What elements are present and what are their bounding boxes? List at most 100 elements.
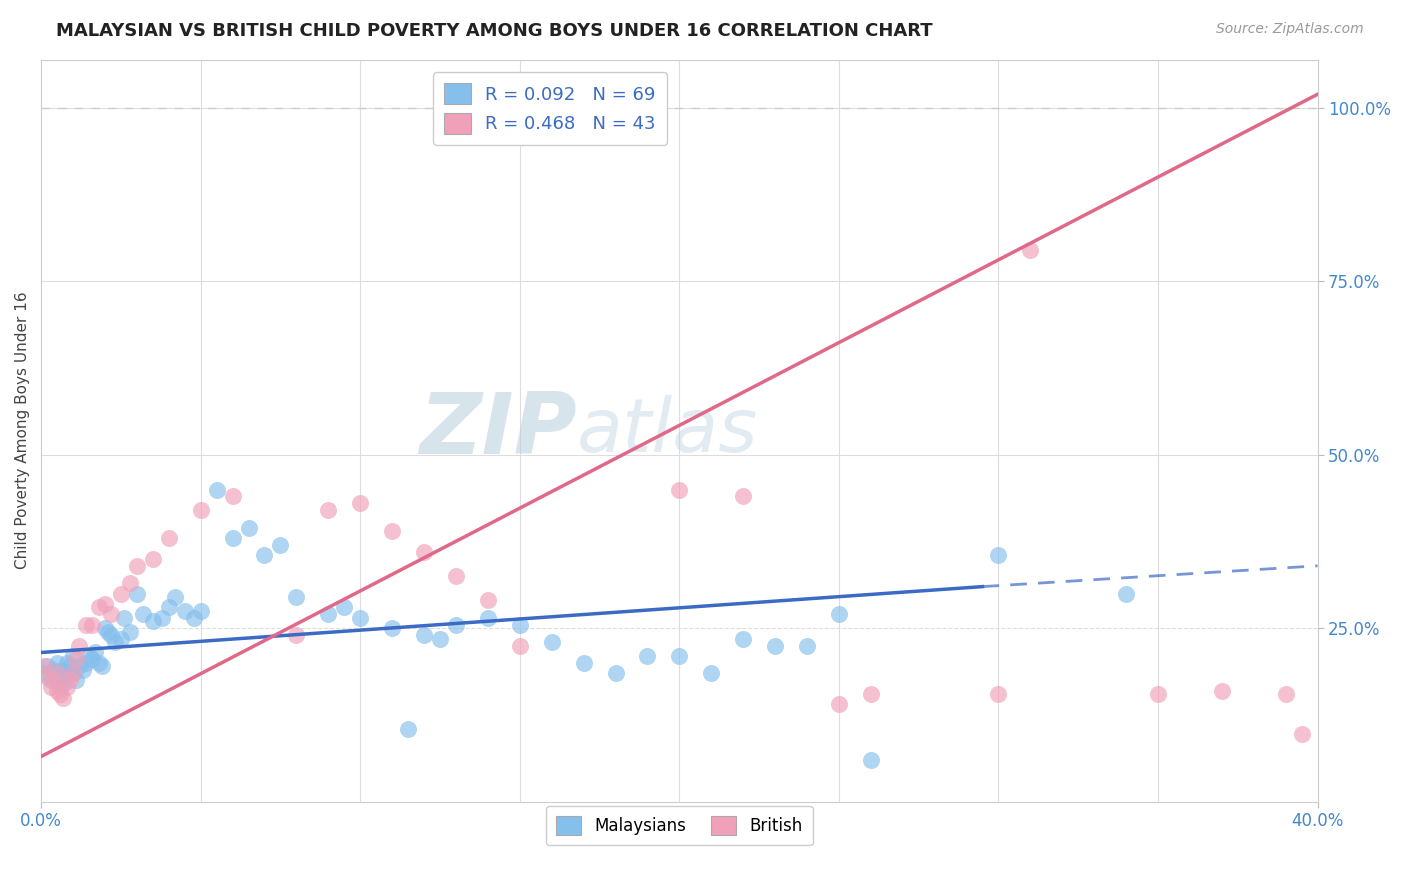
Point xyxy=(859,753,882,767)
Point xyxy=(67,639,90,653)
Point xyxy=(413,628,436,642)
Point xyxy=(269,538,291,552)
Point xyxy=(987,549,1010,563)
Point xyxy=(444,617,467,632)
Point xyxy=(94,597,117,611)
Point xyxy=(205,483,228,497)
Point xyxy=(477,593,499,607)
Point xyxy=(42,673,65,688)
Point xyxy=(132,607,155,622)
Point xyxy=(285,590,308,604)
Point xyxy=(221,531,243,545)
Point xyxy=(75,617,97,632)
Point xyxy=(34,666,56,681)
Point xyxy=(55,666,77,681)
Point xyxy=(1291,726,1313,740)
Point xyxy=(859,687,882,701)
Point xyxy=(72,663,94,677)
Point xyxy=(37,659,59,673)
Point xyxy=(318,607,340,622)
Point xyxy=(349,611,371,625)
Point xyxy=(67,659,90,673)
Point xyxy=(97,624,120,639)
Y-axis label: Child Poverty Among Boys Under 16: Child Poverty Among Boys Under 16 xyxy=(15,292,30,569)
Point xyxy=(796,639,818,653)
Point xyxy=(59,659,82,673)
Point xyxy=(1019,244,1042,258)
Point xyxy=(42,663,65,677)
Text: Source: ZipAtlas.com: Source: ZipAtlas.com xyxy=(1216,22,1364,37)
Point xyxy=(49,687,72,701)
Point xyxy=(46,673,69,688)
Text: ZIP: ZIP xyxy=(419,389,578,472)
Point xyxy=(668,483,690,497)
Point xyxy=(381,621,404,635)
Point xyxy=(110,632,132,646)
Point xyxy=(112,611,135,625)
Point xyxy=(1211,683,1233,698)
Point xyxy=(59,673,82,688)
Point xyxy=(396,722,419,736)
Point xyxy=(700,666,723,681)
Point xyxy=(509,639,531,653)
Point xyxy=(52,676,75,690)
Point xyxy=(62,666,84,681)
Point xyxy=(82,652,104,666)
Point xyxy=(90,659,112,673)
Point xyxy=(65,652,87,666)
Point xyxy=(509,617,531,632)
Point xyxy=(125,586,148,600)
Point xyxy=(39,680,62,694)
Legend: Malaysians, British: Malaysians, British xyxy=(546,806,813,846)
Point xyxy=(238,521,260,535)
Point xyxy=(77,648,100,663)
Point xyxy=(444,569,467,583)
Point xyxy=(157,531,180,545)
Point xyxy=(37,670,59,684)
Point xyxy=(733,490,755,504)
Point xyxy=(165,590,187,604)
Point xyxy=(349,496,371,510)
Point xyxy=(733,632,755,646)
Point xyxy=(120,624,142,639)
Point xyxy=(318,503,340,517)
Point xyxy=(477,611,499,625)
Point xyxy=(605,666,627,681)
Point xyxy=(157,600,180,615)
Point xyxy=(49,680,72,694)
Text: MALAYSIAN VS BRITISH CHILD POVERTY AMONG BOYS UNDER 16 CORRELATION CHART: MALAYSIAN VS BRITISH CHILD POVERTY AMONG… xyxy=(56,22,932,40)
Point xyxy=(828,698,851,712)
Point xyxy=(1147,687,1170,701)
Point xyxy=(84,645,107,659)
Point xyxy=(429,632,451,646)
Point xyxy=(125,558,148,573)
Point xyxy=(100,628,122,642)
Point xyxy=(540,635,562,649)
Point xyxy=(1274,687,1296,701)
Point xyxy=(253,549,276,563)
Point xyxy=(52,690,75,705)
Point xyxy=(46,656,69,670)
Point xyxy=(65,673,87,688)
Point xyxy=(668,648,690,663)
Point xyxy=(87,600,110,615)
Point xyxy=(142,615,165,629)
Point xyxy=(333,600,356,615)
Point xyxy=(87,656,110,670)
Point xyxy=(987,687,1010,701)
Text: atlas: atlas xyxy=(578,394,759,467)
Point xyxy=(150,611,173,625)
Point xyxy=(46,666,69,681)
Point xyxy=(413,545,436,559)
Point xyxy=(110,586,132,600)
Point xyxy=(82,617,104,632)
Point xyxy=(46,683,69,698)
Point xyxy=(221,490,243,504)
Point xyxy=(285,628,308,642)
Point xyxy=(52,663,75,677)
Point xyxy=(142,552,165,566)
Point xyxy=(62,666,84,681)
Point xyxy=(183,611,205,625)
Point xyxy=(34,659,56,673)
Point xyxy=(190,604,212,618)
